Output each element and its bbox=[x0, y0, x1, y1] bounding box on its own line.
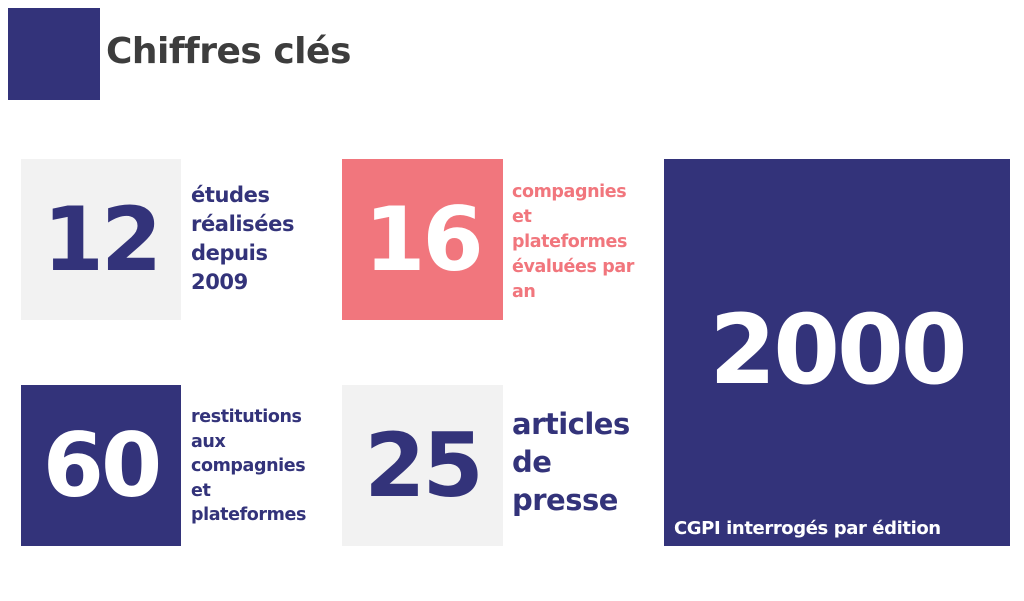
stat-value-cgpi: 2000 bbox=[709, 294, 967, 406]
stat-label-articles: articles de presse bbox=[512, 407, 630, 517]
stat-label-etudes: études réalisées depuis 2009 bbox=[191, 183, 295, 294]
stat-label-restitutions: restitutions aux compagnies et plateform… bbox=[191, 407, 306, 525]
page-title: Chiffres clés bbox=[106, 31, 351, 72]
stat-tile-compagnies: 16 bbox=[342, 159, 503, 320]
stat-tile-articles: 25 bbox=[342, 385, 503, 546]
stat-value-restitutions: 60 bbox=[42, 414, 162, 517]
stat-value-etudes: 12 bbox=[42, 188, 162, 291]
stat-tile-cgpi: 2000 CGPI interrogés par édition bbox=[664, 159, 1010, 546]
stat-label-cgpi: CGPI interrogés par édition bbox=[674, 518, 941, 539]
stat-value-compagnies: 16 bbox=[364, 188, 483, 291]
stat-tile-restitutions: 60 bbox=[21, 385, 181, 546]
stat-value-articles: 25 bbox=[364, 414, 483, 517]
title-accent-square bbox=[8, 8, 100, 100]
stat-label-compagnies: compagnies et plateformes évaluées par a… bbox=[512, 182, 634, 302]
stat-tile-etudes: 12 bbox=[21, 159, 181, 320]
